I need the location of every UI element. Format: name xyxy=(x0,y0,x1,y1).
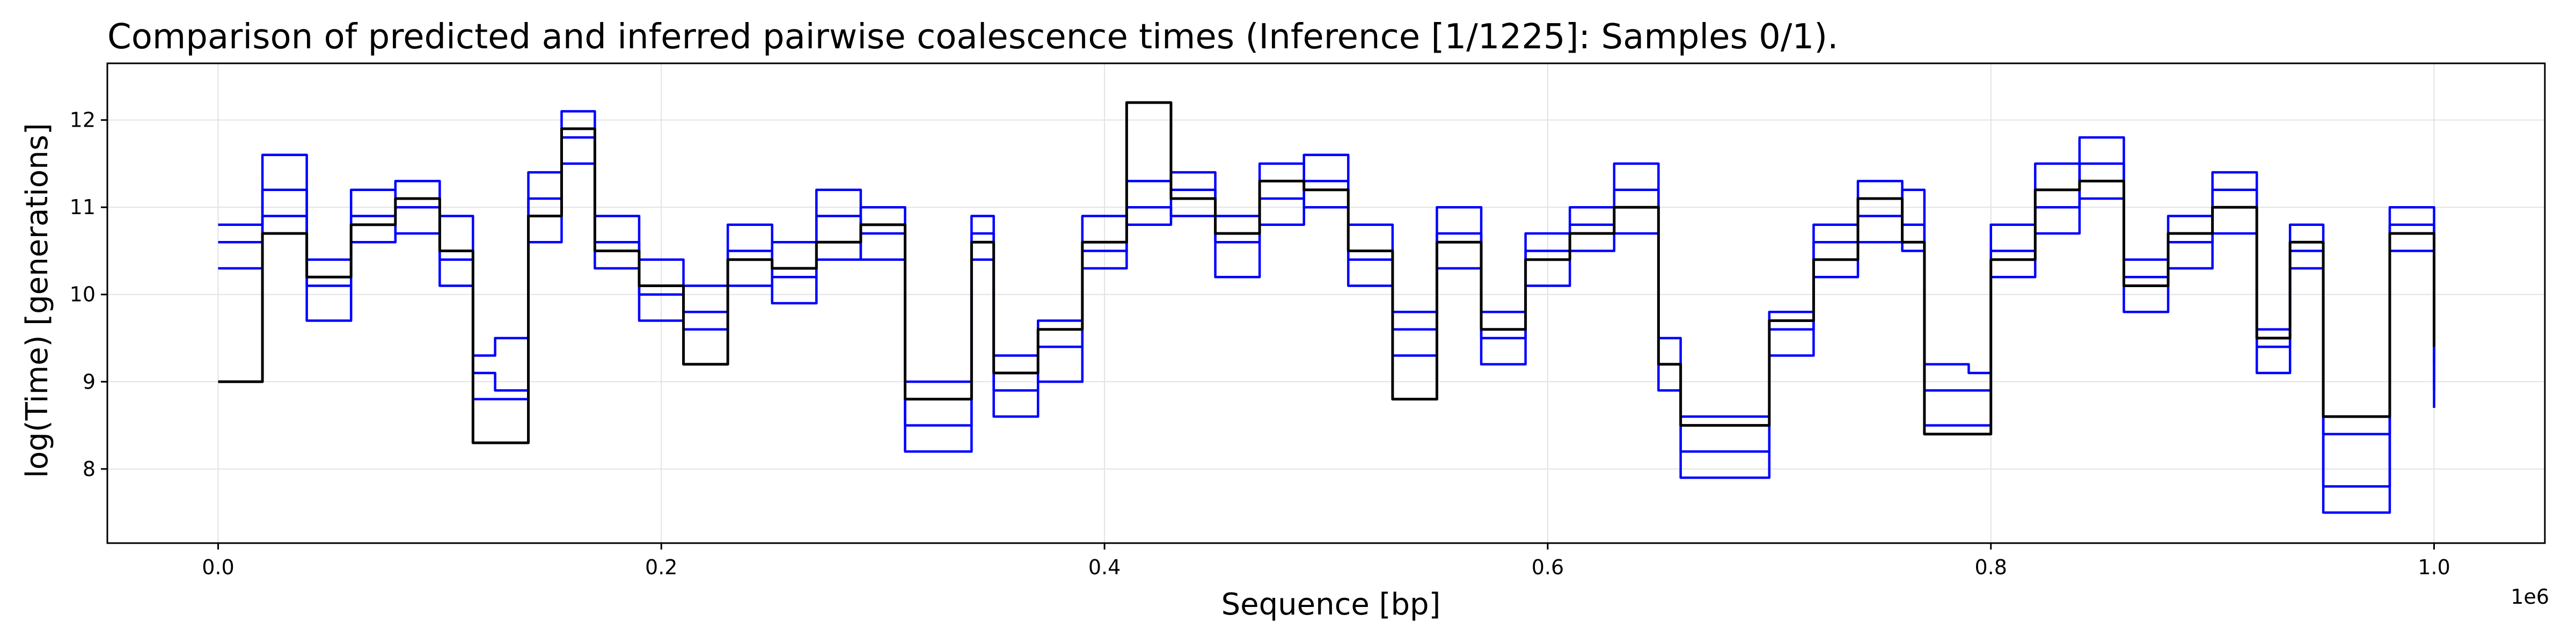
y-tick-label: 9 xyxy=(83,370,96,393)
x-tick-label: 0.2 xyxy=(645,555,677,579)
x-tick-label: 0.6 xyxy=(1532,555,1564,579)
x-tick-label: 0.4 xyxy=(1088,555,1121,579)
x-axis: 0.0 0.2 0.4 0.6 0.8 1.0 xyxy=(202,543,2450,579)
inferred-series-line xyxy=(218,110,2435,488)
x-axis-label: Sequence [bp] xyxy=(1221,587,1441,622)
y-tick-label: 10 xyxy=(70,283,96,306)
chart-title: Comparison of predicted and inferred pai… xyxy=(107,17,1838,57)
y-axis: 8 9 10 11 12 xyxy=(70,108,107,481)
y-tick-label: 12 xyxy=(70,108,96,132)
y-tick-label: 8 xyxy=(83,457,96,481)
x-tick-label: 0.8 xyxy=(1975,555,2007,579)
x-tick-label: 0.0 xyxy=(202,555,234,579)
plot-frame xyxy=(106,62,2546,544)
y-axis-label: log(Time) [generations] xyxy=(20,123,55,478)
y-tick-label: 11 xyxy=(70,195,96,219)
predicted-series-line xyxy=(218,101,2436,444)
x-tick-label: 1.0 xyxy=(2418,555,2450,579)
inferred-series-line xyxy=(218,136,2435,514)
series-group xyxy=(218,101,2436,514)
x-scale-label: 1e6 xyxy=(2511,585,2549,609)
